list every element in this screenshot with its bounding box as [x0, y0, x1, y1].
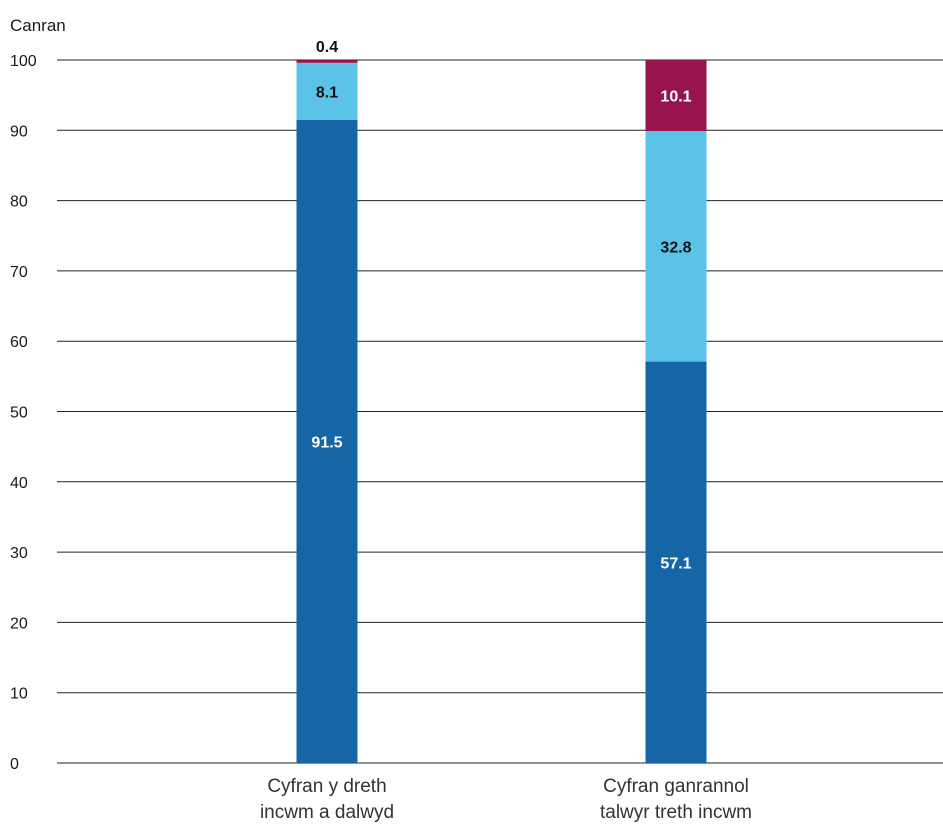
- y-tick-label: 70: [10, 264, 28, 281]
- gridlines: [57, 59, 943, 764]
- bar-segment: [296, 119, 358, 763]
- y-tick-label: 20: [10, 615, 28, 632]
- bar-segment: [645, 60, 707, 132]
- y-tick-label: 60: [10, 334, 28, 351]
- data-labels: 91.5 8.1 0.4 57.1 32.8 10.1: [311, 39, 691, 572]
- data-label: 32.8: [660, 239, 691, 256]
- category-label: incwm a dalwyd: [260, 802, 394, 823]
- category-label: Cyfran y dreth: [267, 776, 386, 797]
- y-axis-title: Canran: [10, 16, 66, 35]
- y-tick-label: 10: [10, 686, 28, 703]
- data-label: 8.1: [316, 84, 338, 101]
- bars: [296, 60, 707, 763]
- y-axis-ticks: 0 10 20 30 40 50 60 70 80 90 100: [10, 53, 37, 773]
- y-tick-label: 100: [10, 53, 37, 70]
- bar-segment: [645, 361, 707, 763]
- y-tick-label: 50: [10, 405, 28, 422]
- category-label: talwyr treth incwm: [600, 802, 752, 823]
- data-label: 0.4: [316, 39, 338, 56]
- data-label: 57.1: [660, 555, 691, 572]
- bar-segment: [645, 131, 707, 362]
- y-tick-label: 40: [10, 475, 28, 492]
- bar-segment: [296, 60, 358, 63]
- x-axis-categories: Cyfran y dreth incwm a dalwyd Cyfran ganra…: [260, 776, 752, 823]
- y-tick-label: 30: [10, 545, 28, 562]
- data-label: 10.1: [660, 89, 691, 106]
- y-tick-label: 80: [10, 194, 28, 211]
- category-label: Cyfran ganrannol: [603, 776, 749, 797]
- data-label: 91.5: [311, 434, 342, 451]
- bar-segment: [296, 62, 358, 120]
- y-tick-label: 0: [10, 756, 19, 773]
- y-tick-label: 90: [10, 123, 28, 140]
